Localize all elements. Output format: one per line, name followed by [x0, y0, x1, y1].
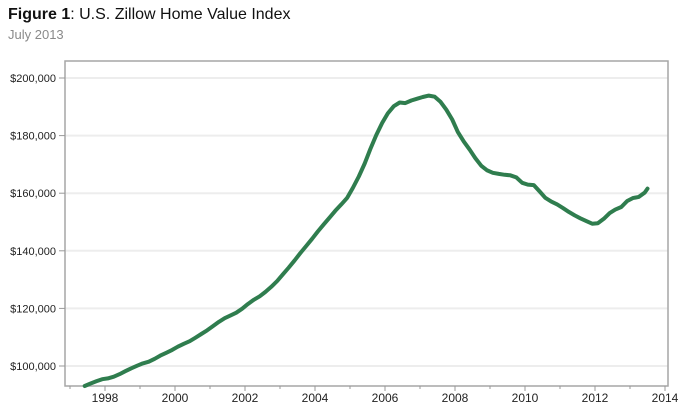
x-axis-label: 2008 — [442, 391, 469, 405]
x-axis-label: 2002 — [232, 391, 259, 405]
x-axis-label: 1998 — [92, 391, 119, 405]
x-axis-label: 2010 — [512, 391, 539, 405]
chart-title-figure-number: Figure 1 — [8, 6, 71, 23]
y-axis-label: $180,000 — [10, 131, 56, 143]
y-axis-label: $140,000 — [10, 246, 56, 258]
x-axis-label: 2000 — [162, 391, 189, 405]
y-axis-label: $120,000 — [10, 303, 56, 315]
chart-subtitle: July 2013 — [8, 27, 64, 42]
x-axis-label: 2014 — [652, 391, 679, 405]
plot-border — [64, 60, 669, 387]
chart-title: Figure 1: U.S. Zillow Home Value Index — [8, 6, 290, 24]
x-axis-label: 2012 — [582, 391, 609, 405]
home-value-index-line — [82, 93, 650, 388]
y-axis-label: $200,000 — [10, 73, 56, 85]
x-axis-label: 2006 — [372, 391, 399, 405]
y-axis-label: $100,000 — [10, 361, 56, 373]
chart-title-text: : U.S. Zillow Home Value Index — [70, 6, 291, 23]
x-axis-label: 2004 — [302, 391, 329, 405]
y-axis-label: $160,000 — [10, 188, 56, 200]
